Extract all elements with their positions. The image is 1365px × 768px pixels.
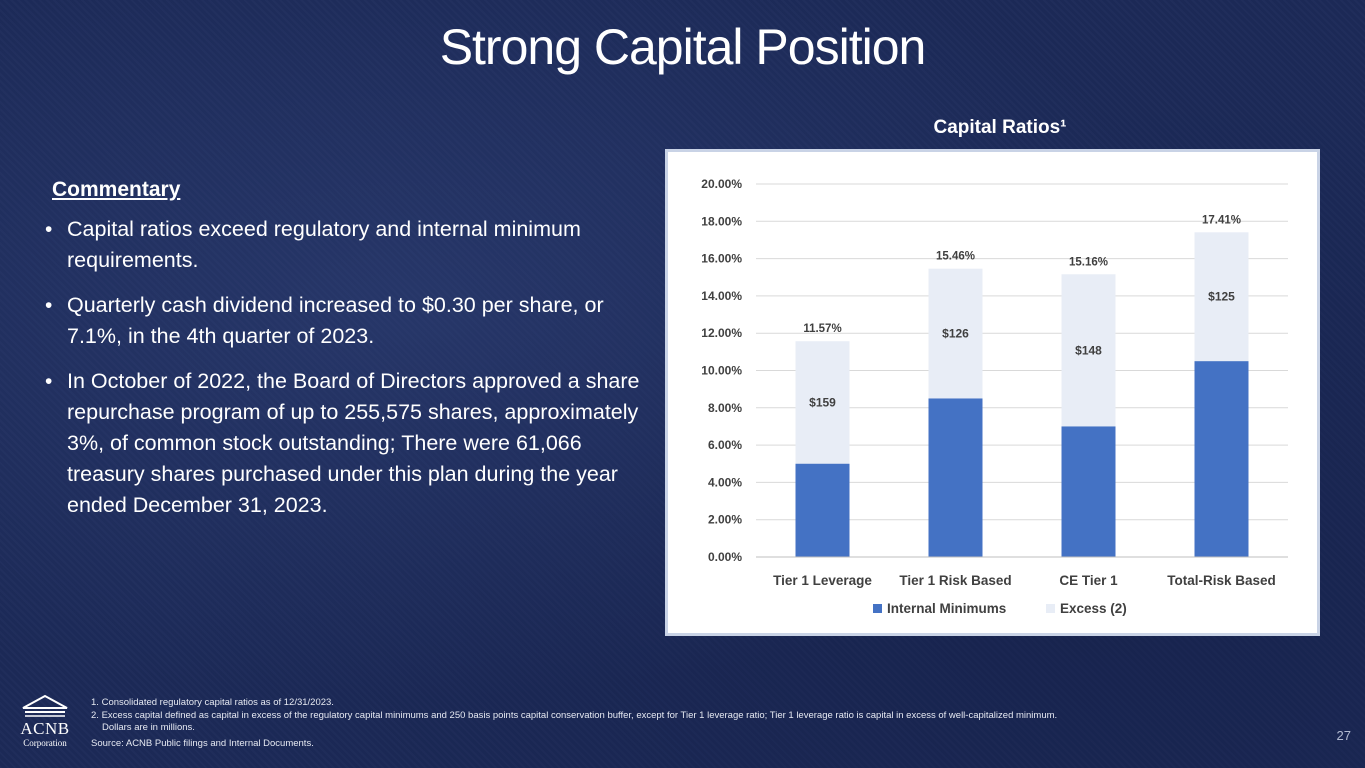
footnote-extra: Dollars are in millions.: [102, 722, 195, 733]
bar-internal-minimum: [928, 398, 983, 557]
excess-data-label: $159: [809, 395, 836, 409]
commentary-bullet: • In October of 2022, the Board of Direc…: [45, 366, 645, 521]
y-tick-label: 10.00%: [701, 364, 742, 378]
capital-ratios-chart: 0.00% 2.00% 4.00% 6.00% 8.00% 10.00% 12.00% 14.…: [701, 177, 1288, 616]
x-category-label: Tier 1 Leverage: [773, 573, 872, 588]
total-data-label: 17.41%: [1202, 214, 1241, 226]
commentary-heading: Commentary: [52, 178, 181, 201]
logo-sub: Corporation: [23, 738, 67, 748]
y-tick-label: 8.00%: [708, 401, 742, 415]
chart-heading: Capital Ratios¹: [933, 117, 1067, 138]
bar-excess: [1061, 274, 1116, 427]
excess-data-label: $148: [1075, 343, 1102, 357]
footnote-text: Excess capital defined as capital in exc…: [101, 709, 1058, 721]
bullet-point-icon: •: [45, 218, 53, 241]
commentary-bullet-text: Quarterly cash dividend increased to $0.…: [67, 293, 604, 348]
commentary-bullet: • Quarterly cash dividend increased to $…: [45, 290, 645, 352]
bar-internal-minimum: [1061, 426, 1116, 557]
logo-name: ACNB: [20, 719, 70, 738]
footnote-text: Consolidated regulatory capital ratios a…: [101, 697, 334, 708]
y-tick-label: 6.00%: [708, 438, 742, 452]
legend-swatch-internal-minimums: [873, 604, 882, 613]
bar-internal-minimum: [1194, 361, 1249, 557]
y-tick-label: 16.00%: [701, 252, 742, 266]
source-note: Source: ACNB Public filings and Internal…: [91, 737, 314, 749]
bar-excess: [1194, 232, 1249, 362]
legend-label-excess: Excess (2): [1060, 601, 1127, 616]
x-category-label: CE Tier 1: [1059, 573, 1118, 588]
acnb-logo: ACNB Corporation: [15, 694, 75, 752]
total-data-label: 15.16%: [1069, 256, 1108, 268]
bar-excess: [928, 268, 983, 399]
excess-data-label: $125: [1208, 290, 1235, 304]
y-tick-label: 0.00%: [708, 550, 742, 564]
footnotes: 1. Consolidated regulatory capital ratio…: [91, 697, 1271, 750]
y-tick-label: 14.00%: [701, 289, 742, 303]
bar-internal-minimum: [795, 463, 850, 557]
total-data-label: 11.57%: [803, 323, 841, 335]
bank-building-icon: [22, 694, 68, 717]
commentary-bullet-text: Capital ratios exceed regulatory and int…: [67, 217, 581, 272]
y-tick-label: 18.00%: [701, 214, 742, 228]
legend-swatch-excess: [1046, 604, 1055, 613]
capital-ratios-chart-panel: 0.00% 2.00% 4.00% 6.00% 8.00% 10.00% 12.00% 14.…: [665, 149, 1320, 636]
legend-label-internal-minimums: Internal Minimums: [887, 601, 1006, 616]
bullet-point-icon: •: [45, 294, 53, 317]
slide-title: Strong Capital Position: [439, 19, 927, 75]
x-category-label: Tier 1 Risk Based: [899, 573, 1011, 588]
page-number: 27: [1336, 728, 1351, 743]
total-data-label: 15.46%: [936, 251, 975, 263]
commentary-bullet: • Capital ratios exceed regulatory and i…: [45, 214, 645, 276]
footnote-number: 1.: [91, 697, 99, 708]
commentary-bullet-text: In October of 2022, the Board of Directo…: [67, 369, 640, 517]
footnote-2: 2. Excess capital defined as capital in …: [91, 710, 1271, 735]
y-tick-label: 4.00%: [708, 475, 742, 489]
bar-excess: [795, 341, 850, 464]
y-tick-label: 20.00%: [701, 177, 742, 191]
y-tick-label: 2.00%: [708, 513, 742, 527]
footnote-number: 2.: [91, 709, 99, 721]
x-category-label: Total-Risk Based: [1167, 573, 1276, 588]
bullet-point-icon: •: [45, 370, 53, 393]
commentary-list: • Capital ratios exceed regulatory and i…: [45, 214, 645, 535]
y-tick-label: 12.00%: [701, 326, 742, 340]
footnote-1: 1. Consolidated regulatory capital ratio…: [91, 697, 1271, 710]
excess-data-label: $126: [942, 327, 969, 341]
